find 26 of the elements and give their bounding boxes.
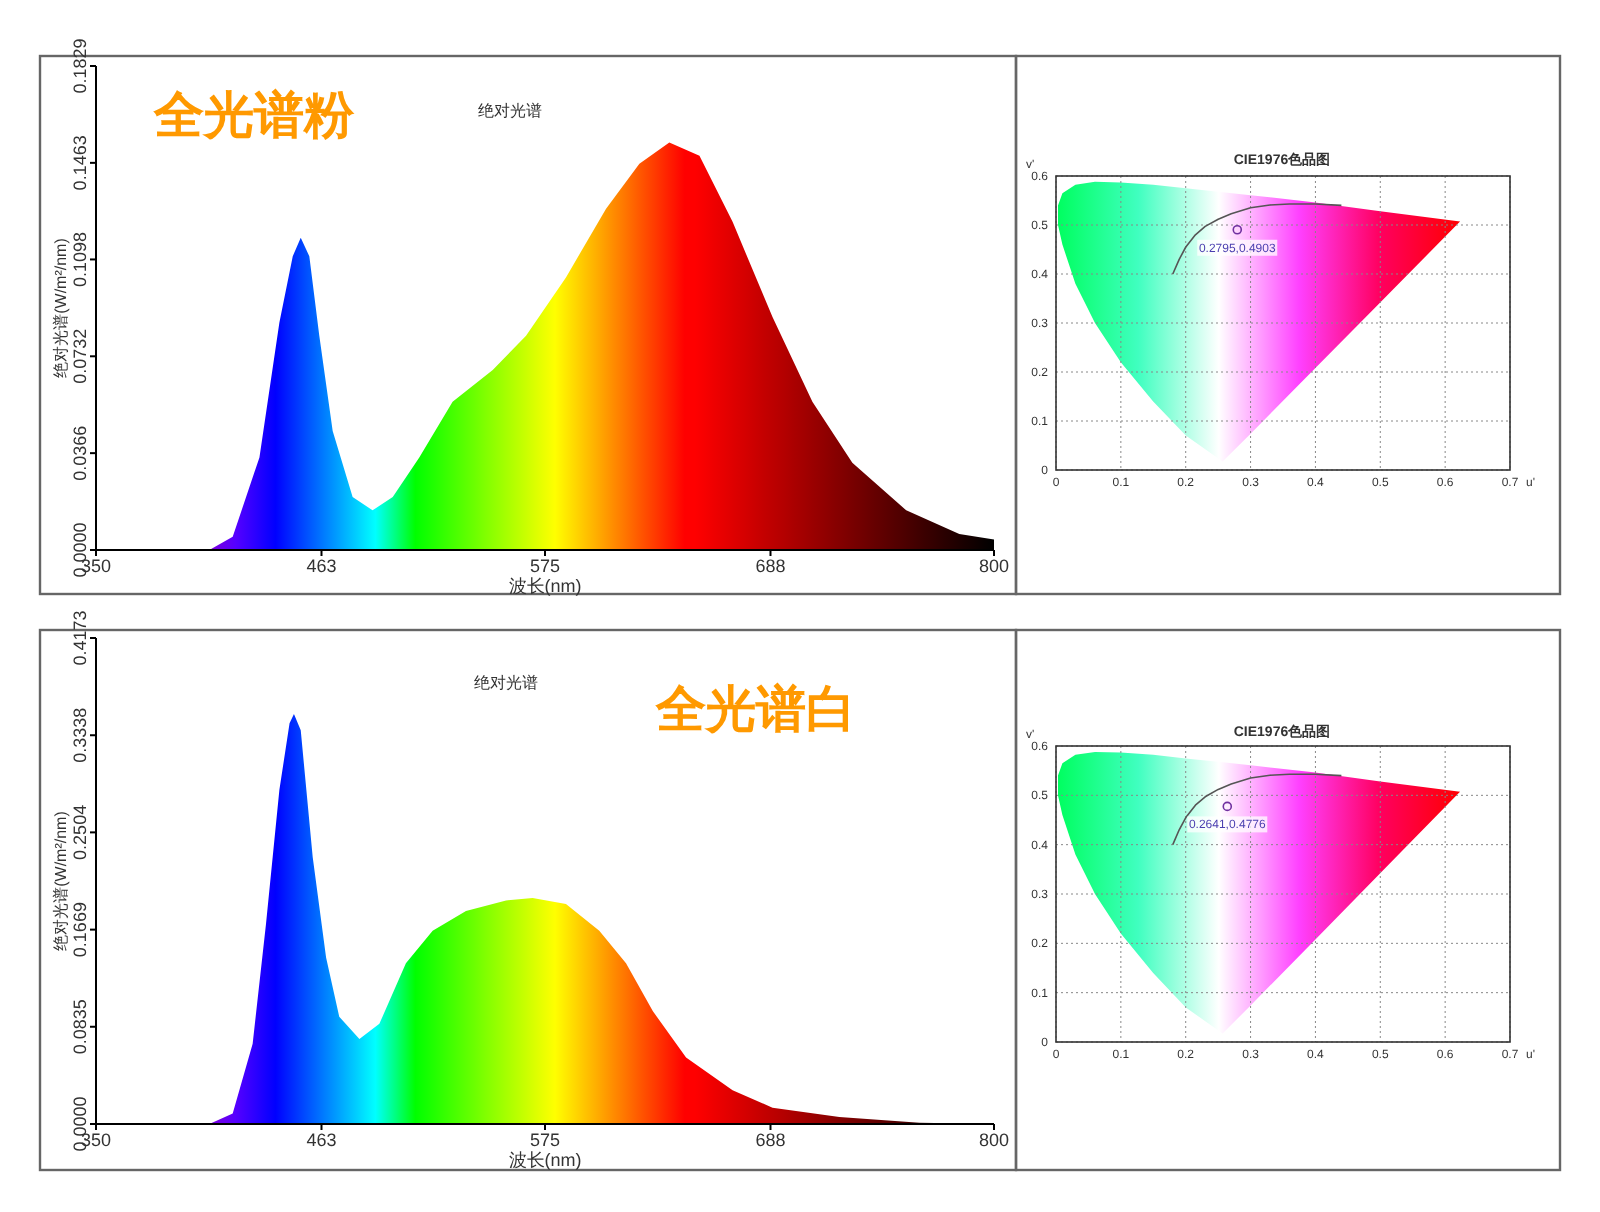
x-tick-label: 688 — [755, 1130, 786, 1150]
y-tick-label: 0.2504 — [70, 804, 90, 860]
y-tick-label: 0.0835 — [70, 999, 90, 1055]
y-tick-label: 0.0366 — [70, 425, 90, 481]
x-tick-label: 688 — [755, 556, 786, 576]
x-tick-label: 575 — [529, 1130, 561, 1150]
y-tick-label: 0.4173 — [70, 610, 90, 666]
text: 全光谱粉 — [152, 88, 356, 144]
text: 绝对光谱 — [474, 674, 538, 692]
x-tick-label: 575 — [529, 556, 561, 576]
x-tick-label: 463 — [306, 556, 337, 576]
text: 绝对光谱 — [478, 102, 542, 120]
y-tick-label: 0.0732 — [70, 328, 90, 384]
y-tick-label: 0.1829 — [70, 38, 90, 94]
x-tick-label: 463 — [306, 1130, 337, 1150]
y-tick-label: 0.1463 — [70, 135, 90, 191]
x-axis-title: 波长(nm) — [508, 576, 582, 596]
text: 全光谱白 — [654, 682, 856, 738]
x-tick-label: 800 — [978, 556, 1010, 576]
y-axis-title: 绝对光谱(W/m²/nm) — [52, 237, 70, 378]
y-tick-label: 0.1098 — [70, 231, 90, 287]
x-tick-label: 800 — [978, 1130, 1010, 1150]
y-tick-label: 0.1669 — [70, 902, 90, 958]
y-axis-title: 绝对光谱(W/m²/nm) — [52, 810, 70, 951]
x-axis-title: 波长(nm) — [508, 1150, 582, 1170]
y-tick-label: 0.3338 — [70, 707, 90, 763]
